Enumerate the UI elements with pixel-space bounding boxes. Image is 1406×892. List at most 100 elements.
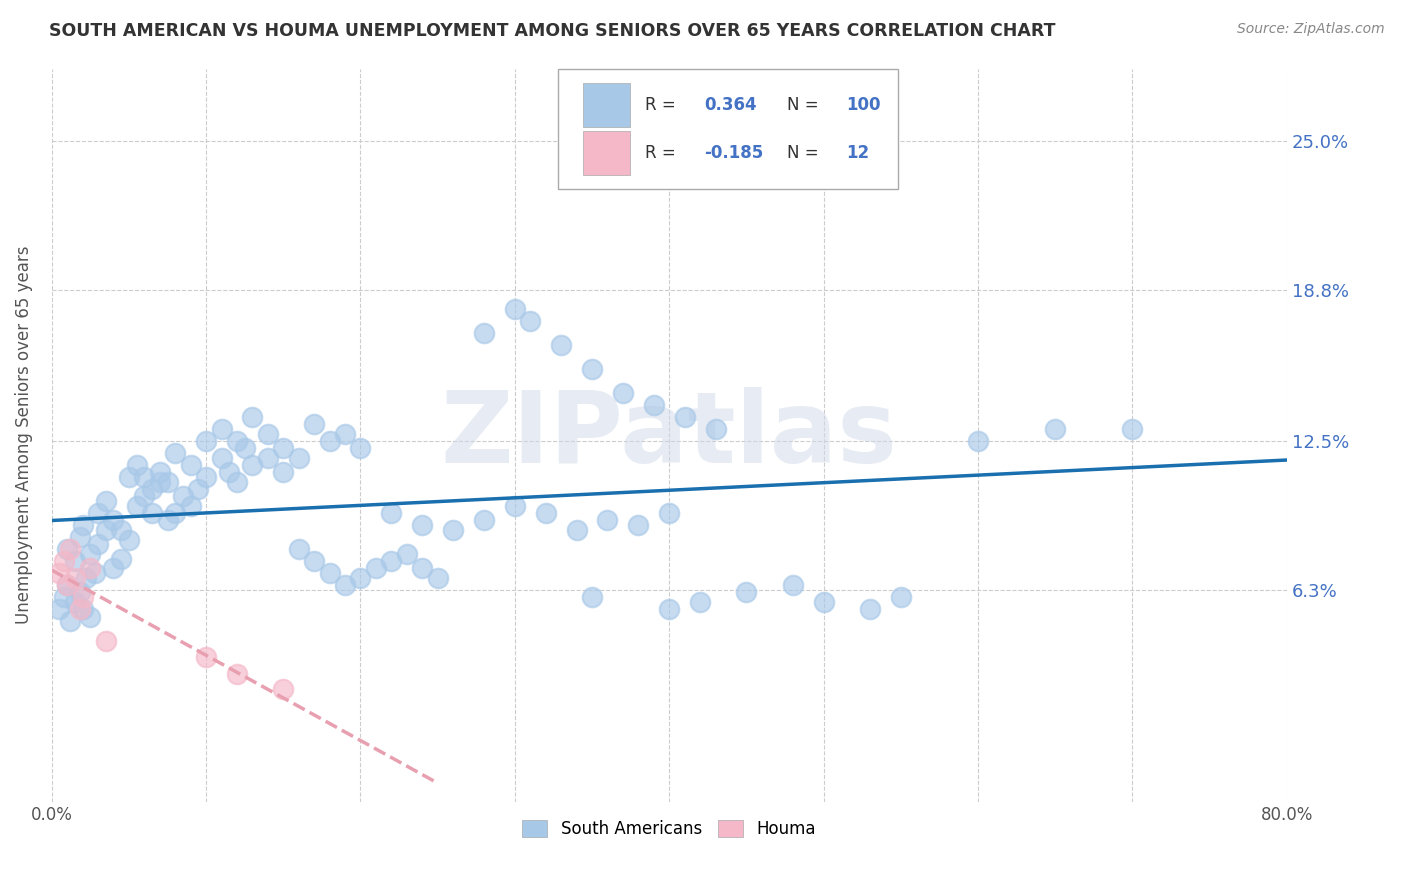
Point: [84, 566, 107, 581]
Text: R =: R =: [644, 96, 681, 114]
Point: [226, 667, 249, 681]
Point: [380, 506, 402, 520]
Point: [63, 595, 86, 609]
Point: [287, 542, 309, 557]
Point: [349, 442, 371, 456]
Point: [658, 602, 681, 616]
Y-axis label: Unemployment Among Seniors over 65 years: Unemployment Among Seniors over 65 years: [15, 246, 32, 624]
Point: [233, 442, 256, 456]
Point: [534, 506, 557, 520]
Point: [195, 470, 218, 484]
Point: [110, 523, 132, 537]
Point: [426, 571, 449, 585]
Point: [441, 523, 464, 537]
Point: [165, 506, 187, 520]
Point: [318, 434, 340, 448]
Point: [56, 542, 79, 557]
Point: [125, 499, 148, 513]
Point: [565, 523, 588, 537]
Point: [195, 434, 218, 448]
Point: [211, 422, 233, 436]
Point: [103, 561, 125, 575]
Point: [411, 518, 433, 533]
Point: [782, 578, 804, 592]
FancyBboxPatch shape: [582, 83, 630, 128]
Point: [226, 434, 249, 448]
FancyBboxPatch shape: [582, 131, 630, 175]
Point: [79, 609, 101, 624]
Point: [59, 615, 82, 629]
Point: [627, 518, 650, 533]
Point: [149, 465, 172, 479]
Point: [318, 566, 340, 581]
Point: [333, 578, 356, 592]
Point: [271, 442, 294, 456]
Point: [103, 513, 125, 527]
Point: [257, 426, 280, 441]
Point: [69, 602, 91, 616]
Point: [472, 513, 495, 527]
Point: [472, 326, 495, 340]
Point: [581, 362, 603, 376]
Point: [271, 465, 294, 479]
Point: [79, 547, 101, 561]
Point: [380, 554, 402, 568]
Point: [302, 417, 325, 432]
Point: [302, 554, 325, 568]
Point: [735, 585, 758, 599]
Point: [141, 506, 163, 520]
Text: 12: 12: [846, 144, 869, 161]
Point: [704, 422, 727, 436]
Point: [890, 591, 912, 605]
Point: [56, 578, 79, 592]
Point: [1121, 422, 1143, 436]
Text: 0.364: 0.364: [704, 96, 756, 114]
Point: [141, 482, 163, 496]
Point: [69, 585, 91, 599]
Point: [411, 561, 433, 575]
Point: [333, 426, 356, 441]
Point: [48, 602, 70, 616]
Point: [72, 591, 94, 605]
Point: [1043, 422, 1066, 436]
Point: [967, 434, 990, 448]
Text: -0.185: -0.185: [704, 144, 763, 161]
Point: [72, 518, 94, 533]
Point: [581, 591, 603, 605]
Point: [658, 506, 681, 520]
Point: [125, 458, 148, 472]
Point: [187, 482, 209, 496]
Point: [63, 571, 86, 585]
Point: [612, 386, 634, 401]
Point: [94, 633, 117, 648]
Point: [75, 571, 97, 585]
Point: [79, 561, 101, 575]
Point: [364, 561, 387, 575]
Point: [69, 530, 91, 544]
Point: [271, 681, 294, 696]
Point: [180, 458, 202, 472]
Point: [813, 595, 835, 609]
Point: [156, 475, 179, 489]
Point: [94, 494, 117, 508]
Point: [156, 513, 179, 527]
Text: ZIPatlas: ZIPatlas: [441, 386, 897, 483]
Point: [48, 566, 70, 581]
Point: [134, 489, 156, 503]
Point: [195, 650, 218, 665]
Text: N =: N =: [786, 96, 824, 114]
Point: [180, 499, 202, 513]
Point: [643, 398, 665, 412]
Point: [110, 551, 132, 566]
Point: [596, 513, 619, 527]
Point: [689, 595, 711, 609]
Legend: South Americans, Houma: South Americans, Houma: [516, 813, 823, 845]
Point: [53, 554, 76, 568]
Point: [165, 446, 187, 460]
Point: [519, 314, 541, 328]
Point: [242, 458, 264, 472]
Point: [287, 450, 309, 465]
Point: [218, 465, 240, 479]
Point: [349, 571, 371, 585]
Point: [859, 602, 882, 616]
